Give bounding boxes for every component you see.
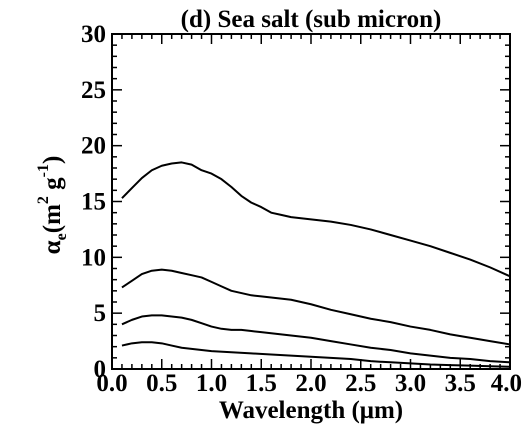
y-axis-label: αe(m2 g-1) (35, 156, 70, 255)
y-axis-label-sup2: -1 (35, 164, 52, 177)
x-axis-label: Wavelength (μm) (219, 397, 403, 424)
y-tick-label: 20 (81, 133, 106, 160)
y-axis-label-unit-open: (m (39, 204, 66, 233)
x-tick-label: 4.0 (491, 370, 522, 397)
y-tick-label: 10 (81, 244, 106, 271)
plot-frame (112, 34, 510, 369)
series-line-2 (122, 270, 510, 345)
x-tick-label: 2.0 (295, 370, 326, 397)
x-tick-label: 0.0 (96, 370, 127, 397)
chart-title: (d) Sea salt (sub micron) (181, 6, 442, 33)
x-tick-label: 3.0 (395, 370, 426, 397)
x-tick-label: 3.5 (445, 370, 476, 397)
y-axis-label-unit-mid: g (39, 177, 66, 196)
y-axis-label-unit-close: ) (39, 156, 66, 164)
series-line-4 (122, 342, 510, 367)
y-axis-label-symbol: α (39, 240, 66, 254)
x-tick-label: 1.0 (196, 370, 227, 397)
y-axis-label-group: αe(m2 g-1) (35, 156, 70, 255)
series-lines (122, 162, 510, 366)
plot-border (112, 34, 510, 369)
y-tick-label: 30 (81, 21, 106, 48)
y-tick-label: 15 (81, 189, 106, 216)
series-line-3 (122, 315, 510, 362)
y-axis-label-sup1: 2 (35, 196, 52, 204)
x-tick-label: 0.5 (146, 370, 177, 397)
x-tick-label: 1.5 (246, 370, 277, 397)
y-tick-label: 25 (81, 77, 106, 104)
y-axis-label-subscript: e (53, 233, 70, 240)
series-line-1 (122, 162, 510, 276)
y-tick-label: 5 (94, 300, 107, 327)
x-tick-label: 2.5 (345, 370, 376, 397)
